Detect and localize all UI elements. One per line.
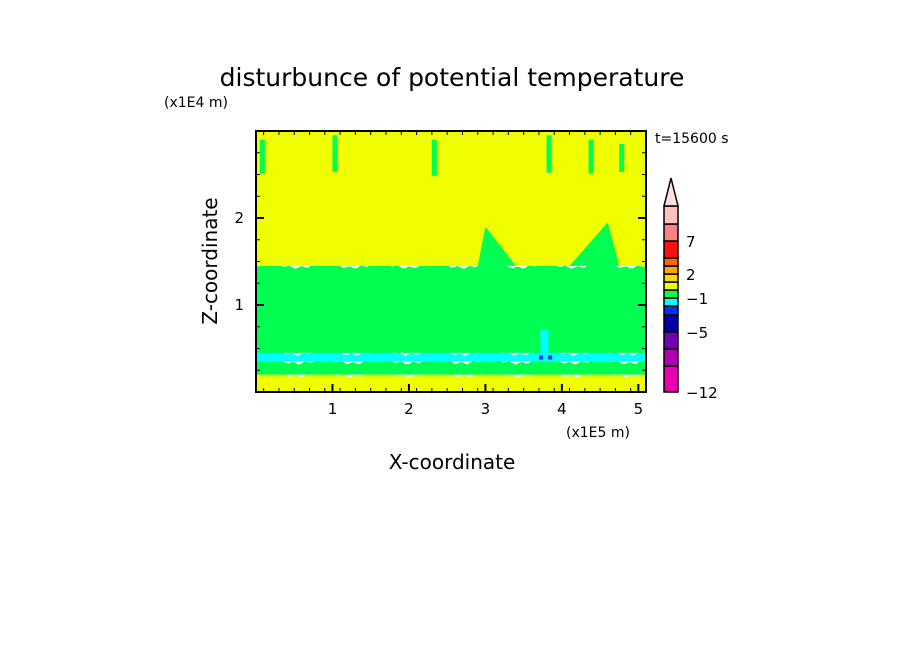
y-unit-label: (x1E4 m) xyxy=(164,95,228,111)
colorbar-label: −5 xyxy=(686,324,708,342)
colorbar-label: 7 xyxy=(686,233,696,251)
contour-anomaly xyxy=(540,329,549,353)
axis-ticks: 1 2 3 4 5 1 2 xyxy=(234,131,646,418)
colorbar: 7 2 −1 −5 −12 xyxy=(663,177,718,402)
contour-streak xyxy=(619,144,625,172)
colorbar-box xyxy=(663,348,679,367)
contour-plume xyxy=(569,222,620,266)
colorbar-box xyxy=(663,240,679,259)
contour-anomaly xyxy=(548,355,553,360)
x-axis-label: X-coordinate xyxy=(389,450,516,474)
colorbar-box xyxy=(663,305,679,316)
chart-title: disturbunce of potential temperature xyxy=(220,63,685,92)
colorbar-box xyxy=(663,205,679,225)
colorbar-box xyxy=(663,257,679,267)
contour-plume xyxy=(477,226,516,266)
colorbar-box xyxy=(663,365,679,393)
colorbar-box xyxy=(663,289,679,299)
contour-streak xyxy=(431,139,437,176)
contour-anomaly xyxy=(538,355,543,360)
contour-streak xyxy=(332,135,338,172)
contour-streak xyxy=(588,139,594,174)
colorbar-box xyxy=(663,273,679,283)
contour-streak xyxy=(546,135,552,173)
x-tick-label: 4 xyxy=(557,400,567,418)
y-tick-label: 1 xyxy=(234,296,244,314)
colorbar-box xyxy=(663,281,679,291)
y-axis-label: Z-coordinate xyxy=(198,197,222,324)
colorbar-label: −1 xyxy=(686,290,708,308)
x-tick-label: 5 xyxy=(634,400,644,418)
colorbar-extend-triangle xyxy=(663,177,679,207)
colorbar-label: −12 xyxy=(686,384,718,402)
x-tick-label: 1 xyxy=(328,400,338,418)
colorbar-box xyxy=(663,314,679,333)
colorbar-box xyxy=(663,331,679,350)
contour-field xyxy=(256,131,646,392)
colorbar-box xyxy=(663,223,679,242)
contour-band xyxy=(256,358,646,375)
colorbar-box xyxy=(663,265,679,275)
colorbar-box xyxy=(663,297,679,307)
colorbar-label: 2 xyxy=(686,266,696,284)
x-tick-label: 2 xyxy=(404,400,414,418)
x-unit-label: (x1E5 m) xyxy=(566,425,630,441)
time-label: t=15600 s xyxy=(655,131,729,147)
y-tick-label: 2 xyxy=(234,209,244,227)
contour-band xyxy=(256,371,646,392)
contour-band xyxy=(256,262,646,353)
contour-streak xyxy=(259,139,265,174)
x-tick-label: 3 xyxy=(481,400,491,418)
